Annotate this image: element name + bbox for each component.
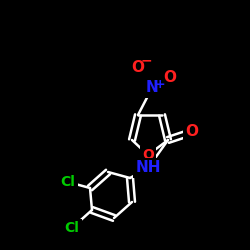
Text: O: O [186,124,198,140]
Text: O: O [142,148,154,162]
Text: Cl: Cl [64,221,80,235]
Text: O: O [164,70,176,86]
Text: NH: NH [135,160,161,176]
Text: −: − [140,53,152,67]
Text: Cl: Cl [60,175,76,189]
Text: N: N [146,80,158,96]
Text: +: + [155,78,165,90]
Text: O: O [132,60,144,76]
